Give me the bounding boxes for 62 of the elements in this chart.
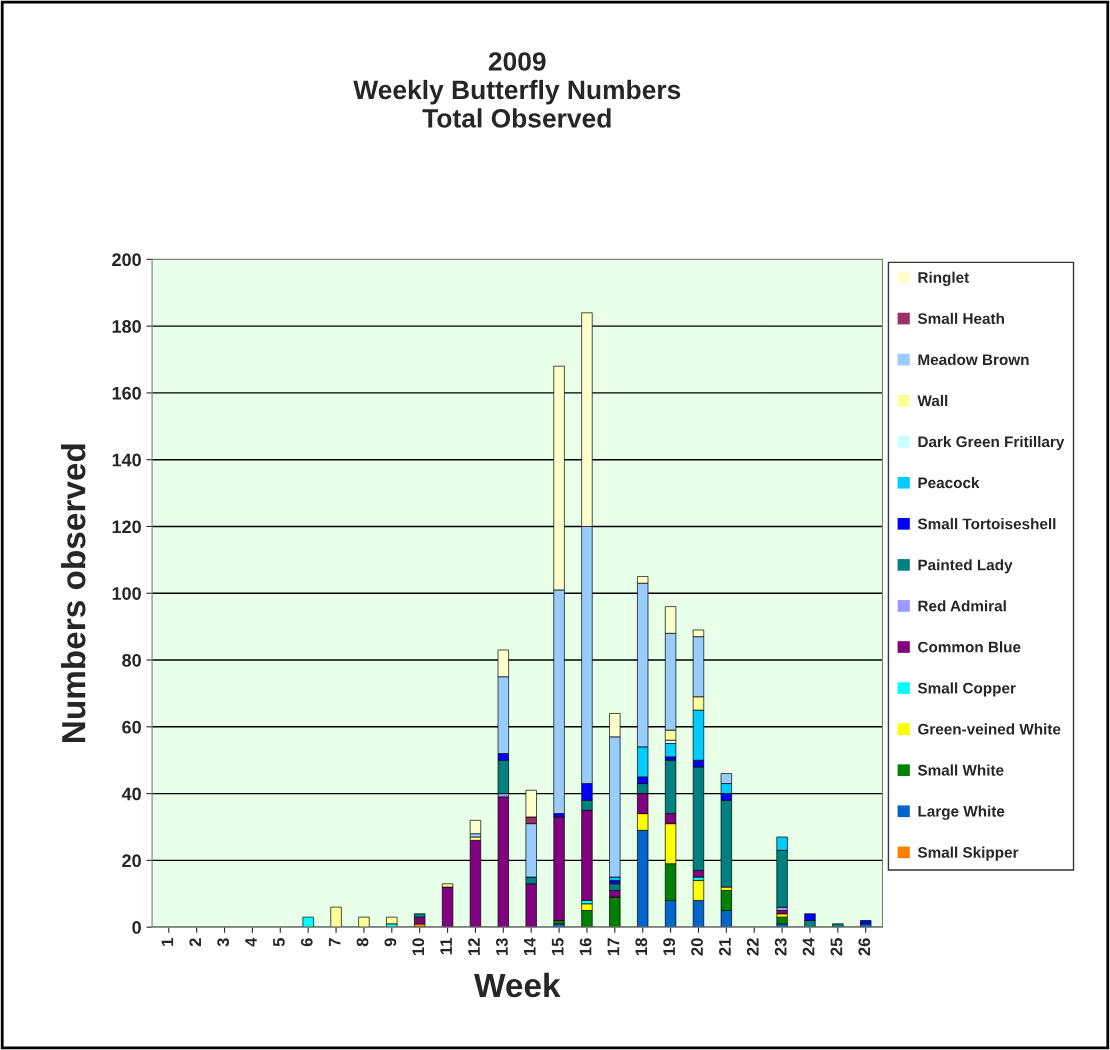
bar [358,916,370,928]
legend-label: Small Tortoiseshell [917,518,1056,530]
x-tick-label: 25 [830,938,843,956]
x-tick-label: 9 [384,938,397,947]
legend-label: Small Heath [917,312,1004,324]
legend-label: Wall [917,394,948,407]
x-tick-label: 14 [524,937,536,956]
legend-label: Small Copper [917,682,1016,697]
x-tick-label: 24 [802,937,815,956]
x-tick-label: 21 [719,938,731,956]
y-tick-label: 140 [112,453,141,467]
y-tick-label: 0 [132,921,141,934]
y-tick-label: 60 [122,720,141,734]
legend-label: Green-veined White [918,723,1061,735]
x-tick-label: 26 [858,938,871,956]
chart-title: 2009 Weekly Butterfly Numbers Total Observed [353,52,681,128]
x-tick-label: 20 [691,938,703,956]
x-tick-label: 11 [440,938,452,955]
x-tick-label: 13 [495,938,508,956]
legend-label: Red Admiral [918,600,1006,612]
x-tick-label: 18 [635,938,648,956]
legend-label: Ringlet [918,271,970,286]
y-axis-title: Numbers observed [61,444,86,742]
x-tick-label: 17 [607,938,620,956]
y-tick-label: 200 [112,253,141,267]
x-tick-label: 8 [356,938,369,947]
x-tick-label: 5 [273,938,285,947]
bar [469,819,482,835]
x-tick-label: 1 [161,938,174,946]
bar [386,916,398,925]
x-tick-label: 10 [412,938,425,956]
legend-label: Dark Green Fritillary [918,435,1065,451]
bar [330,906,342,928]
x-tick-label: 4 [245,937,257,947]
legend-label: Small White [917,764,1004,776]
bar [664,743,677,758]
x-tick-label: 12 [468,938,480,956]
y-tick-label: 180 [112,320,141,333]
y-tick-label: 80 [122,653,141,667]
x-tick-label: 16 [579,938,592,956]
legend-label: Common Blue [918,641,1021,653]
legend-label: Peacock [918,477,980,489]
x-tick-label: 3 [217,938,230,947]
y-tick-label: 100 [112,587,141,600]
y-tick-label: 160 [112,386,141,400]
x-tick-label: 2 [189,938,201,947]
x-tick-label: 15 [551,938,564,956]
legend-label: Small Skipper [917,846,1019,861]
legend-label: Large White [918,805,1005,820]
x-tick-label: 22 [746,938,759,956]
x-tick-label: 23 [774,938,787,956]
bar [441,886,454,928]
y-tick-label: 20 [122,854,141,868]
x-tick-label: 6 [300,938,313,947]
legend-label: Painted Lady [918,559,1013,574]
x-tick-label: 7 [328,938,341,947]
y-tick-label: 120 [112,520,141,534]
x-axis-title: Week [474,972,561,998]
legend-label: Meadow Brown [918,353,1029,366]
y-tick-label: 40 [121,787,141,801]
bar [302,916,314,928]
x-tick-label: 19 [663,938,676,956]
